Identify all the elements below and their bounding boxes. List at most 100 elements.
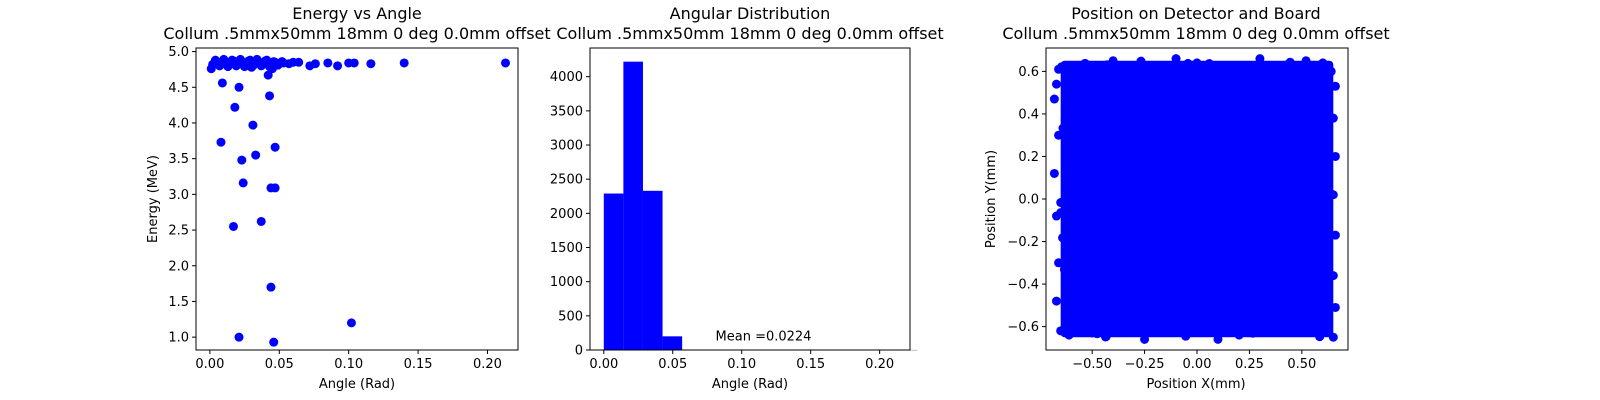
scatter-point [1292,218,1302,228]
y-tick-label: −0.2 [1007,235,1039,250]
scatter-point [1136,56,1146,66]
scatter-point [1248,141,1258,151]
panel1-y-ticks: 1.0 1.5 2.0 2.5 3.0 3.5 4.0 4.5 5.0 [168,45,196,346]
scatter-point [1259,155,1269,165]
scatter-point [1118,284,1128,294]
y-tick-label: 0.0 [1018,193,1039,208]
scatter-point [1181,189,1191,199]
x-tick-label: 0.25 [1235,357,1264,372]
scatter-point [1083,218,1093,228]
x-tick-label: 0.20 [473,357,502,372]
scatter-point [1328,332,1338,342]
scatter-point [1192,58,1202,68]
scatter-point [1248,328,1258,338]
scatter-point [269,337,279,347]
panel2-y-ticks: 0 500 1000 1500 2000 2500 3000 3500 4000 [550,70,590,359]
y-tick-label: 0.4 [1018,107,1039,122]
y-tick-label: −0.6 [1007,320,1039,335]
scatter-point [1203,318,1213,328]
y-tick-label: 3500 [550,104,583,119]
scatter-point [1051,296,1061,306]
scatter-point [251,150,261,160]
scatter-point [1131,170,1141,180]
scatter-point [1179,128,1189,138]
scatter-point [1296,148,1306,158]
scatter-point [1282,60,1292,70]
x-tick-label: 0.10 [334,357,363,372]
scatter-point [206,64,216,74]
scatter-point [1268,141,1278,151]
scatter-point [1140,334,1150,344]
y-tick-label: 1000 [550,275,583,290]
scatter-point [1128,68,1138,78]
scatter-point [1080,235,1090,245]
scatter-point [1263,275,1273,285]
y-tick-label: 2.5 [168,224,189,239]
panel2-title: Angular Distribution [670,4,831,23]
scatter-point [1290,65,1300,75]
scatter-point [1129,120,1139,130]
scatter-point [1162,263,1172,273]
scatter-point [1318,58,1328,68]
panel3-x-ticks: −0.50 −0.25 0.00 0.25 0.50 [1072,350,1316,372]
scatter-point [333,61,343,71]
scatter-point [1102,322,1112,332]
scatter-point [1153,128,1163,138]
x-tick-label: 0.00 [1183,357,1212,372]
x-tick-label: −0.50 [1072,357,1112,372]
scatter-point [1309,269,1319,279]
scatter-point [1191,138,1201,148]
y-tick-label: 4000 [550,70,583,85]
scatter-point [1222,299,1232,309]
x-tick-label: −0.25 [1125,357,1165,372]
scatter-point [1319,111,1329,121]
scatter-point [1204,59,1214,69]
panel1-xlabel: Angle (Rad) [319,377,395,392]
x-tick-label: 0.20 [865,357,894,372]
scatter-point [1106,150,1116,160]
y-tick-label: 1.5 [168,295,189,310]
scatter-point [230,102,240,112]
scatter-point [237,155,247,165]
x-tick-label: 0.50 [1287,357,1316,372]
panel3-title: Position on Detector and Board [1071,4,1320,23]
x-tick-label: 0.00 [195,357,224,372]
scatter-point [1123,265,1133,275]
scatter-point [1190,318,1200,328]
scatter-point [1187,247,1197,257]
scatter-point [1228,223,1238,233]
panel1-subtitle: Collum .5mmx50mm 18mm 0 deg 0.0mm offset [163,24,550,43]
scatter-point [1162,323,1172,333]
panel2-mean-annotation: Mean =0.0224 [716,330,812,345]
scatter-point [1121,132,1131,142]
scatter-point [1287,125,1297,135]
scatter-point [1215,210,1225,220]
scatter-point [1062,290,1072,300]
scatter-point [219,54,229,64]
scatter-point [1118,250,1128,260]
scatter-point [1317,190,1327,200]
scatter-point [1110,186,1120,196]
scatter-point [1051,79,1061,89]
scatter-point [1121,88,1131,98]
scatter-point [1106,248,1116,258]
scatter-point [1064,195,1074,205]
scatter-point [1301,303,1311,313]
scatter-point [1125,201,1135,211]
panel1-frame [195,47,519,351]
scatter-point [1239,250,1249,260]
scatter-point [1058,233,1068,243]
scatter-point [1170,180,1180,190]
scatter-point [1056,198,1066,208]
panel3-marks [1049,54,1340,344]
scatter-point [1209,251,1219,261]
scatter-point [1255,54,1265,64]
scatter-point [234,332,244,342]
scatter-point [1223,315,1233,325]
scatter-point [346,318,356,328]
scatter-point [1300,259,1310,269]
y-tick-label: 2500 [550,173,583,188]
scatter-point [1258,296,1268,306]
panel-angular-distribution: Angular Distribution Collum .5mmx50mm 18… [550,4,944,392]
scatter-point [399,58,409,68]
